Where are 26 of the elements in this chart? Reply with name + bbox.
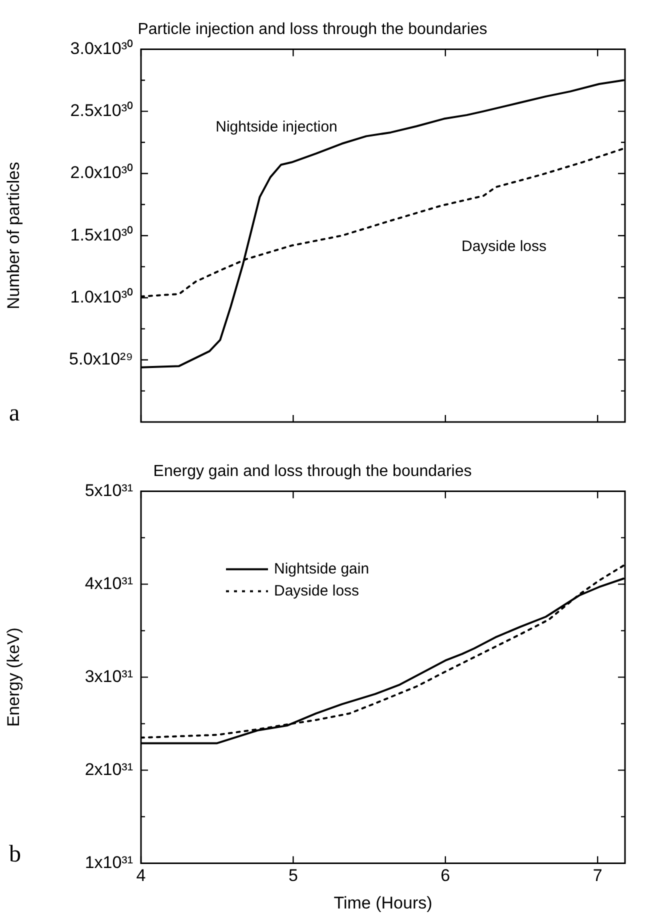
series-label: Nightside injection [216,118,338,136]
y-tick-label: 4x10³¹ [84,574,134,593]
y-tick-label: 2.0x10³⁰ [70,163,133,182]
x-tick-label: 4 [136,866,146,886]
y-tick-label: 1x10³¹ [84,852,134,872]
y-tick-label: 3x10³¹ [84,666,134,686]
x-tick-label: 7 [592,866,602,886]
y-tick-label: 1.0x10³⁰ [70,287,133,306]
y-tick-label: 1.5x10³⁰ [70,225,133,244]
x-tick-label: 6 [440,866,450,886]
y-tick-label: 2x10³¹ [84,760,134,779]
x-tick-label: 5 [288,866,298,886]
y-tick-label: 5.0x10²⁹ [69,350,133,369]
text: a [9,400,20,426]
y-axis-title: Energy (keV) [4,628,23,727]
chart-title: Energy gain and loss through the boundaries [153,463,472,480]
y-tick-label: 3.0x10³⁰ [70,38,133,58]
chart-title: Particle injection and loss through the boundaries [138,21,488,38]
legend-label: Nightside gain [274,560,370,578]
y-axis-title: Number of particles [4,162,23,310]
legend-label: Dayside loss [274,582,360,600]
y-tick-label: 2.5x10³⁰ [70,101,133,120]
x-axis-title: Time (Hours) [334,893,432,912]
text: b [9,841,21,868]
y-tick-label: 5x10³¹ [84,480,134,500]
text: Dayside loss [461,238,547,255]
